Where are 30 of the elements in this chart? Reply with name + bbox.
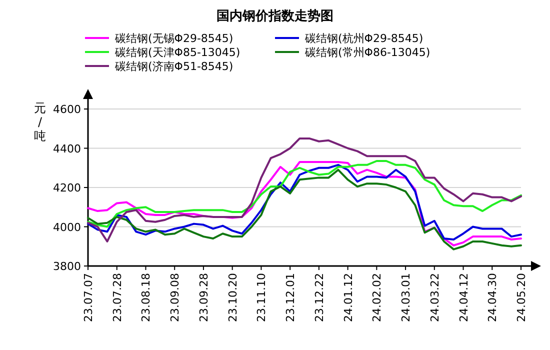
x-tick-label: 23.12.01 — [284, 273, 298, 322]
x-tick-label: 24.05.20 — [515, 273, 528, 322]
legend-label: 碳结钢(天津Φ85-13045) — [114, 46, 240, 59]
y-axis-title: 元/吨 — [34, 101, 46, 143]
y-tick-label: 4000 — [53, 220, 81, 234]
x-tick-label: 24.01.12 — [342, 273, 355, 322]
x-tick-label: 24.03.01 — [400, 273, 413, 322]
x-tick-label: 24.03.22 — [428, 273, 442, 322]
line-series — [87, 137, 522, 242]
y-tick-label: 4600 — [53, 103, 81, 116]
line-series — [87, 160, 522, 228]
y-tick-label: 4200 — [53, 182, 81, 194]
y-tick-label: 4400 — [53, 142, 81, 156]
x-tick-label: 23.09.28 — [197, 273, 210, 322]
x-tick-label: 23.12.22 — [312, 273, 326, 322]
x-tick-label: 23.09.08 — [168, 273, 182, 322]
x-tick-label: 24.04.12 — [457, 273, 470, 322]
x-tick-label: 24.02.02 — [370, 273, 384, 322]
legend-label: 碳结钢(常州Φ86-13045) — [304, 46, 430, 59]
legend-label: 碳结钢(无锡Φ29-8545) — [114, 32, 234, 45]
legend-label: 碳结钢(杭州Φ29-8545) — [304, 32, 424, 45]
chart-title: 国内钢价指数走势图 — [216, 8, 334, 24]
x-tick-label: 23.10.20 — [226, 273, 240, 322]
x-tick-label: 24.04.30 — [486, 273, 500, 322]
x-tick-label: 23.07.28 — [110, 273, 124, 322]
x-tick-label: 23.11.10 — [255, 273, 268, 322]
x-tick-label: 23.07.07 — [82, 273, 95, 322]
x-tick-label: 23.08.18 — [140, 273, 153, 322]
legend-label: 碳结钢(济南Φ51-8545) — [114, 60, 234, 73]
y-tick-label: 3800 — [53, 260, 81, 273]
